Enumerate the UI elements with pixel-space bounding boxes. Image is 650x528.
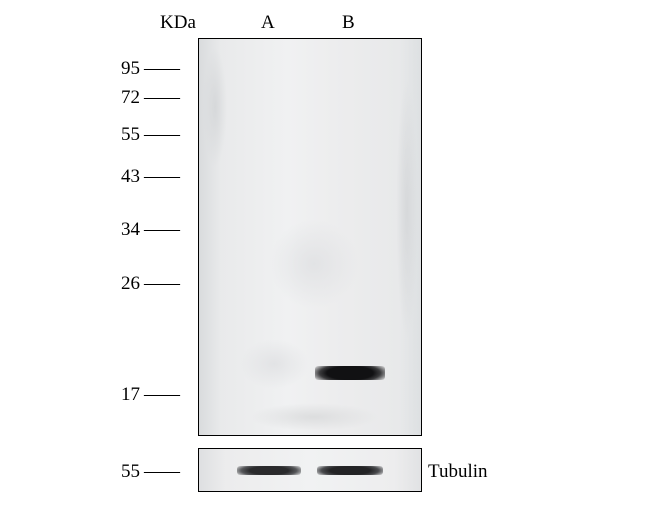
membrane-smudge bbox=[249, 403, 379, 431]
tubulin-tick-dash: —— bbox=[144, 461, 178, 483]
mw-tick-label: 26 bbox=[100, 273, 140, 295]
blot-figure: KDa A B 95 —— 72 —— 55 —— 43 —— 34 —— 26… bbox=[0, 0, 650, 528]
mw-tick-dash: —— bbox=[144, 166, 178, 188]
membrane-smudge bbox=[239, 339, 309, 389]
membrane-bg bbox=[199, 449, 421, 491]
mw-tick-dash: —— bbox=[144, 124, 178, 146]
membrane-smudge bbox=[269, 219, 359, 309]
tubulin-band-lane-a bbox=[237, 466, 301, 475]
mw-tick-label: 72 bbox=[100, 87, 140, 109]
mw-tick-label: 95 bbox=[100, 58, 140, 80]
mw-tick-label: 34 bbox=[100, 219, 140, 241]
mw-tick-label: 17 bbox=[100, 384, 140, 406]
tubulin-strip bbox=[198, 448, 422, 492]
tubulin-band-lane-b bbox=[317, 466, 383, 475]
mw-tick-dash: —— bbox=[144, 87, 178, 109]
tubulin-label: Tubulin bbox=[428, 461, 488, 483]
tubulin-mw-label: 55 bbox=[100, 461, 140, 483]
membrane-smudge bbox=[396, 79, 418, 339]
lane-b-label: B bbox=[342, 12, 355, 34]
mw-tick-label: 43 bbox=[100, 166, 140, 188]
mw-tick-dash: —— bbox=[144, 384, 178, 406]
mw-tick-dash: —— bbox=[144, 219, 178, 241]
mw-tick-dash: —— bbox=[144, 58, 178, 80]
unit-label: KDa bbox=[160, 12, 196, 34]
membrane-smudge bbox=[203, 47, 227, 167]
lane-a-label: A bbox=[261, 12, 275, 34]
mw-tick-label: 55 bbox=[100, 124, 140, 146]
mw-tick-dash: —— bbox=[144, 273, 178, 295]
main-blot bbox=[198, 38, 422, 436]
signal-band-lane-b bbox=[315, 366, 385, 380]
